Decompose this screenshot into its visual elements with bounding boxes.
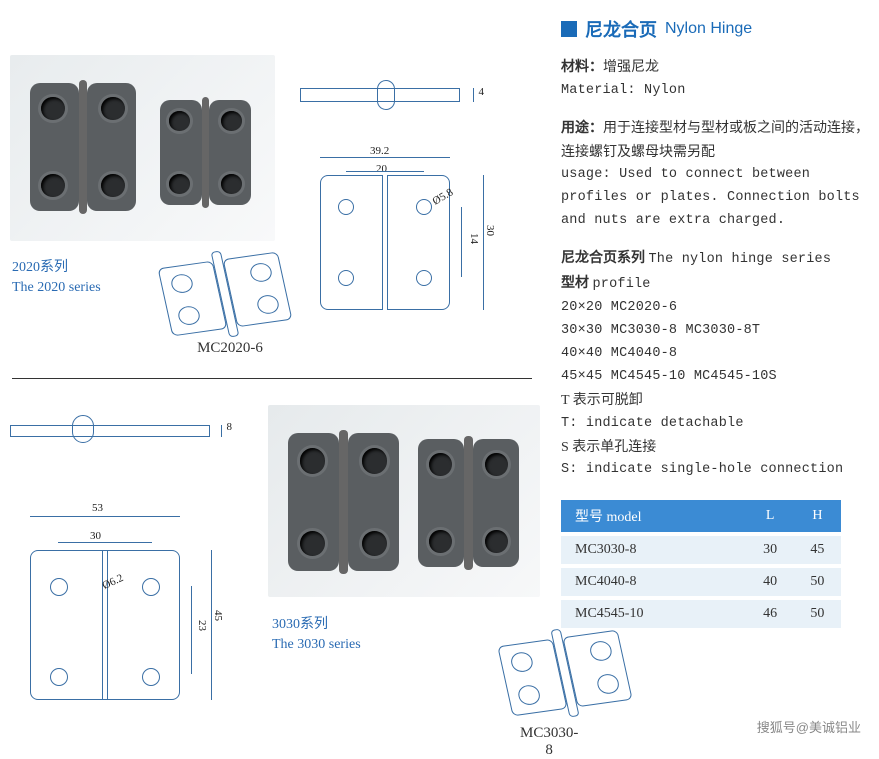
photo-3030-series — [268, 405, 540, 597]
drawing-3030-front: 53 30 Ø6.2 23 45 — [30, 530, 180, 700]
material-label-en: Material: — [561, 83, 636, 98]
cell-L: 30 — [747, 534, 794, 566]
divider — [12, 378, 532, 379]
series-note-3: S: indicate single-hole connection — [561, 459, 869, 482]
dim-3030-w: 53 — [92, 502, 103, 514]
th-model: 型号 model — [561, 500, 747, 534]
cell-H: 45 — [794, 534, 841, 566]
dim-3030-pw: 30 — [90, 530, 101, 542]
drawing-2020-top: 4 — [300, 80, 460, 110]
series-note-0: T 表示可脱卸 — [561, 389, 869, 413]
usage-val-cn: 用于连接型材与型材或板之间的活动连接，连接螺钉及螺母块需另配 — [561, 121, 869, 160]
series-block: 尼龙合页系列 The nylon hinge series 型材 profile… — [561, 247, 869, 482]
title-square-icon — [561, 21, 577, 37]
caption-2020-en: The 2020 series — [12, 280, 101, 295]
dim-pitch-w: 20 — [376, 163, 387, 175]
photo-2020-series — [10, 55, 275, 241]
table-row: MC4040-8 40 50 — [561, 566, 841, 598]
series-heading-en: The nylon hinge series — [649, 252, 832, 267]
caption-2020-cn: 2020系列 — [12, 260, 68, 275]
caption-3030: 3030系列 The 3030 series — [272, 615, 361, 654]
series-note-1: T: indicate detachable — [561, 413, 869, 436]
table-row: MC4545-10 46 50 — [561, 598, 841, 628]
label-mc3030: MC3030-8 — [520, 725, 578, 759]
cell-model: MC3030-8 — [561, 534, 747, 566]
th-L: L — [747, 500, 794, 534]
table-header-row: 型号 model L H — [561, 500, 841, 534]
series-heading-cn: 尼龙合页系列 — [561, 251, 645, 266]
series-row-3: 45×45 MC4545-10 MC4545-10S — [561, 366, 869, 389]
usage-label-en: usage: — [561, 167, 611, 182]
right-column: 尼龙合页 Nylon Hinge 材料：增强尼龙 Material: Nylon… — [561, 16, 869, 628]
profile-label-cn: 型材 — [561, 276, 589, 291]
material-label-cn: 材料： — [561, 60, 603, 75]
cell-H: 50 — [794, 566, 841, 598]
material-val-cn: 增强尼龙 — [603, 60, 659, 75]
th-H: H — [794, 500, 841, 534]
dim-2020-top-h: 4 — [479, 86, 485, 98]
title: 尼龙合页 Nylon Hinge — [561, 16, 869, 42]
drawing-2020-front: 39.2 20 Ø5.8 14 30 — [320, 175, 450, 310]
usage-block: 用途：用于连接型材与型材或板之间的活动连接，连接螺钉及螺母块需另配 usage:… — [561, 117, 869, 233]
cell-L: 46 — [747, 598, 794, 628]
caption-2020: 2020系列 The 2020 series — [12, 258, 101, 297]
profile-label-en: profile — [593, 277, 651, 292]
material-val-en: Nylon — [644, 83, 686, 98]
series-row-1: 30×30 MC3030-8 MC3030-8T — [561, 320, 869, 343]
material-line-en: Material: Nylon — [561, 80, 869, 103]
title-en: Nylon Hinge — [665, 20, 752, 38]
usage-label-cn: 用途： — [561, 121, 603, 136]
dim-3030-ph: 23 — [196, 620, 208, 631]
title-cn: 尼龙合页 — [585, 16, 657, 42]
table-row: MC3030-8 30 45 — [561, 534, 841, 566]
dim-3030-h: 45 — [212, 610, 224, 621]
watermark: 搜狐号@美诚铝业 — [751, 715, 867, 738]
series-note-2: S 表示单孔连接 — [561, 436, 869, 460]
caption-3030-en: The 3030 series — [272, 637, 361, 652]
caption-3030-cn: 3030系列 — [272, 617, 328, 632]
dim-3030-side-h: 8 — [227, 421, 233, 433]
cell-model: MC4040-8 — [561, 566, 747, 598]
drawing-3030-iso — [505, 628, 635, 718]
label-mc2020: MC2020-6 — [170, 340, 290, 357]
cell-H: 50 — [794, 598, 841, 628]
drawing-2020-iso — [165, 250, 285, 338]
material-line: 材料：增强尼龙 — [561, 56, 869, 80]
series-row-0: 20×20 MC2020-6 — [561, 297, 869, 320]
dim-h: 30 — [484, 225, 496, 236]
cell-model: MC4545-10 — [561, 598, 747, 628]
spec-table: 型号 model L H MC3030-8 30 45 MC4040-8 40 … — [561, 500, 841, 628]
cell-L: 40 — [747, 566, 794, 598]
series-row-2: 40×40 MC4040-8 — [561, 343, 869, 366]
dim-pitch-h: 14 — [468, 233, 480, 244]
dim-w: 39.2 — [370, 145, 389, 157]
drawing-3030-side: 8 — [10, 415, 210, 445]
